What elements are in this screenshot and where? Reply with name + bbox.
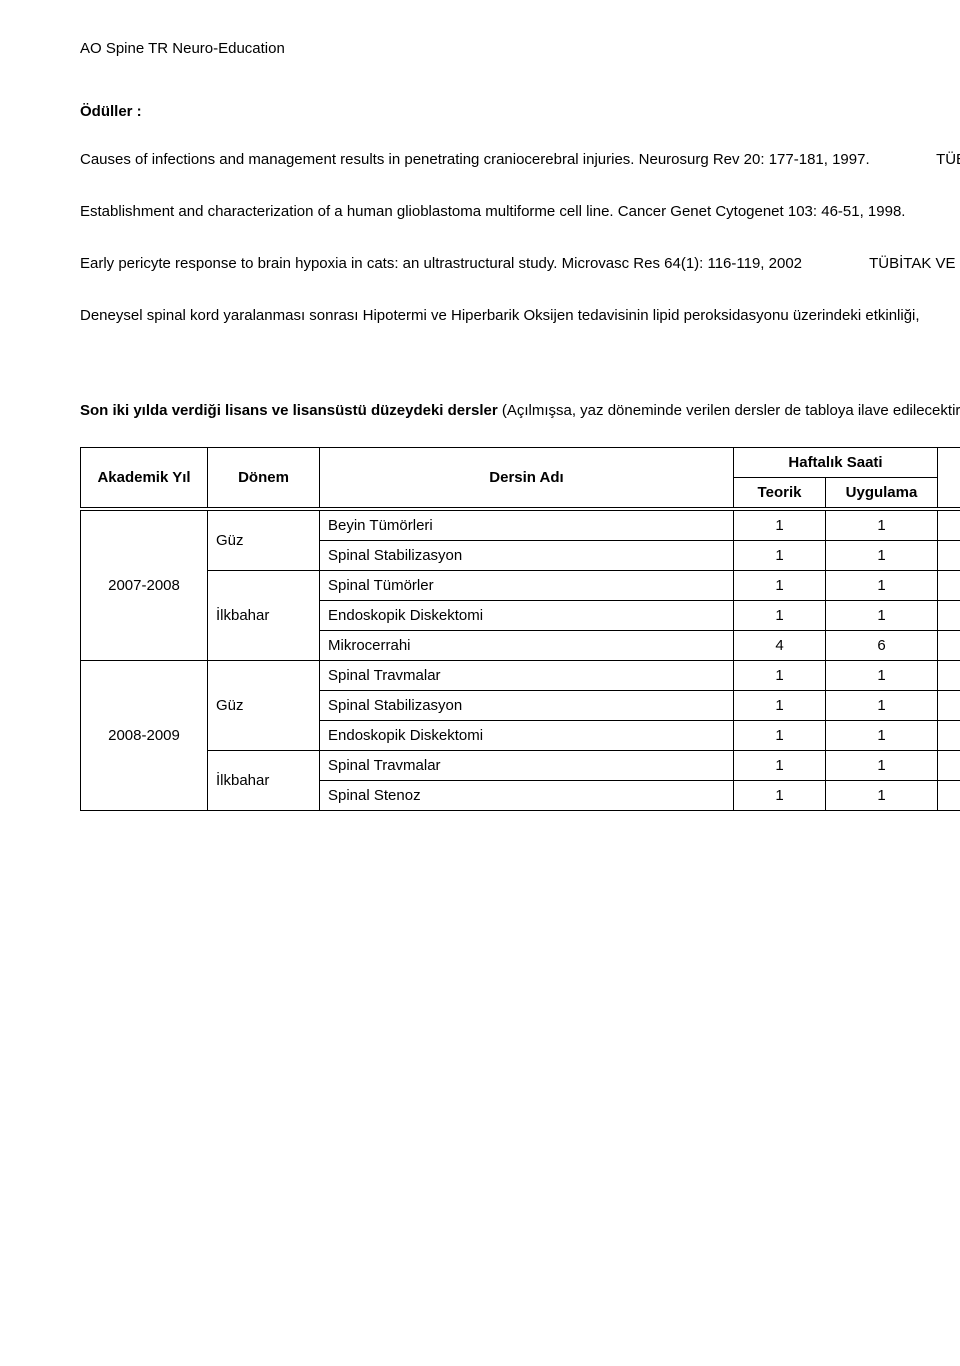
cell-u: 6	[826, 630, 938, 660]
cell-course: Spinal Travmalar	[320, 660, 734, 690]
courses-intro-bold: Son iki yılda verdiği lisans ve lisansüs…	[80, 402, 502, 419]
courses-table: Akademik Yıl Dönem Dersin Adı Haftalık S…	[80, 447, 960, 811]
cell-course: Spinal Stabilizasyon	[320, 540, 734, 570]
table-row: 2008-2009 Güz Spinal Travmalar 1 1 60	[81, 660, 960, 690]
cell-u: 1	[826, 780, 938, 810]
header-left: AO Spine TR Neuro-Education	[80, 40, 285, 57]
cell-t: 1	[734, 540, 826, 570]
award-1: Causes of infections and management resu…	[80, 148, 960, 172]
cell-t: 1	[734, 570, 826, 600]
th-weekly-hours: Haftalık Saati	[734, 447, 938, 477]
cell-course: Spinal Tümörler	[320, 570, 734, 600]
awards-title: Ödüller :	[80, 103, 960, 120]
cell-year: 2008-2009	[81, 660, 208, 810]
cell-course: Spinal Stabilizasyon	[320, 690, 734, 720]
cell-course: Mikrocerrahi	[320, 630, 734, 660]
cell-term: İlkbahar	[208, 570, 320, 660]
cell-u: 1	[826, 690, 938, 720]
cell-t: 1	[734, 690, 826, 720]
cell-course: Endoskopik Diskektomi	[320, 600, 734, 630]
award-1-label: TÜBİTAK, 1998	[936, 148, 960, 172]
cell-year: 2007-2008	[81, 509, 208, 661]
cell-s: 6	[938, 720, 960, 750]
cell-u: 1	[826, 750, 938, 780]
table-row: 2007-2008 Güz Beyin Tümörleri 1 1 40	[81, 509, 960, 541]
cell-t: 1	[734, 750, 826, 780]
cell-u: 1	[826, 660, 938, 690]
cell-u: 1	[826, 509, 938, 541]
award-3-text: Early pericyte response to brain hypoxia…	[80, 255, 802, 272]
th-course-name: Dersin Adı	[320, 447, 734, 509]
header-line: AO Spine TR Neuro-Education 2010-	[80, 40, 960, 57]
cell-t: 1	[734, 509, 826, 541]
cell-course: Endoskopik Diskektomi	[320, 720, 734, 750]
cell-course: Spinal Stenoz	[320, 780, 734, 810]
award-1-text: Causes of infections and management resu…	[80, 151, 870, 168]
cell-s: 5	[938, 540, 960, 570]
cell-term: Güz	[208, 660, 320, 750]
cell-u: 1	[826, 540, 938, 570]
courses-intro-rest: (Açılmışsa, yaz döneminde verilen dersle…	[502, 402, 960, 419]
cell-s: 20	[938, 630, 960, 660]
cell-u: 1	[826, 600, 938, 630]
cell-u: 1	[826, 570, 938, 600]
cell-course: Spinal Travmalar	[320, 750, 734, 780]
award-4: Deneysel spinal kord yaralanması sonrası…	[80, 304, 960, 328]
th-practice: Uygulama	[826, 477, 938, 509]
cell-s: 60	[938, 660, 960, 690]
cell-t: 1	[734, 780, 826, 810]
th-students: Öğrenci Sayısı	[938, 447, 960, 509]
cell-t: 1	[734, 660, 826, 690]
cell-s: 40	[938, 509, 960, 541]
award-2-text: Establishment and characterization of a …	[80, 203, 905, 220]
cell-course: Beyin Tümörleri	[320, 509, 734, 541]
cell-s: 4	[938, 600, 960, 630]
cell-u: 1	[826, 720, 938, 750]
cell-t: 4	[734, 630, 826, 660]
cell-s: 6	[938, 780, 960, 810]
table-row: İlkbahar Spinal Tümörler 1 1 50	[81, 570, 960, 600]
award-2: Establishment and characterization of a …	[80, 200, 960, 224]
cell-term: Güz	[208, 509, 320, 571]
th-academic-year: Akademik Yıl	[81, 447, 208, 509]
cell-t: 1	[734, 600, 826, 630]
cell-t: 1	[734, 720, 826, 750]
cell-term: İlkbahar	[208, 750, 320, 810]
award-4-text: Deneysel spinal kord yaralanması sonrası…	[80, 307, 920, 324]
th-theory: Teorik	[734, 477, 826, 509]
th-term: Dönem	[208, 447, 320, 509]
table-header-row-1: Akademik Yıl Dönem Dersin Adı Haftalık S…	[81, 447, 960, 477]
courses-intro: Son iki yılda verdiği lisans ve lisansüs…	[80, 400, 960, 423]
cell-s: 50	[938, 570, 960, 600]
cell-s: 50	[938, 750, 960, 780]
award-3: Early pericyte response to brain hypoxia…	[80, 252, 960, 276]
award-3-label: TÜBİTAK VE GATA, 2002	[869, 252, 960, 276]
cell-s: 6	[938, 690, 960, 720]
table-row: İlkbahar Spinal Travmalar 1 1 50	[81, 750, 960, 780]
